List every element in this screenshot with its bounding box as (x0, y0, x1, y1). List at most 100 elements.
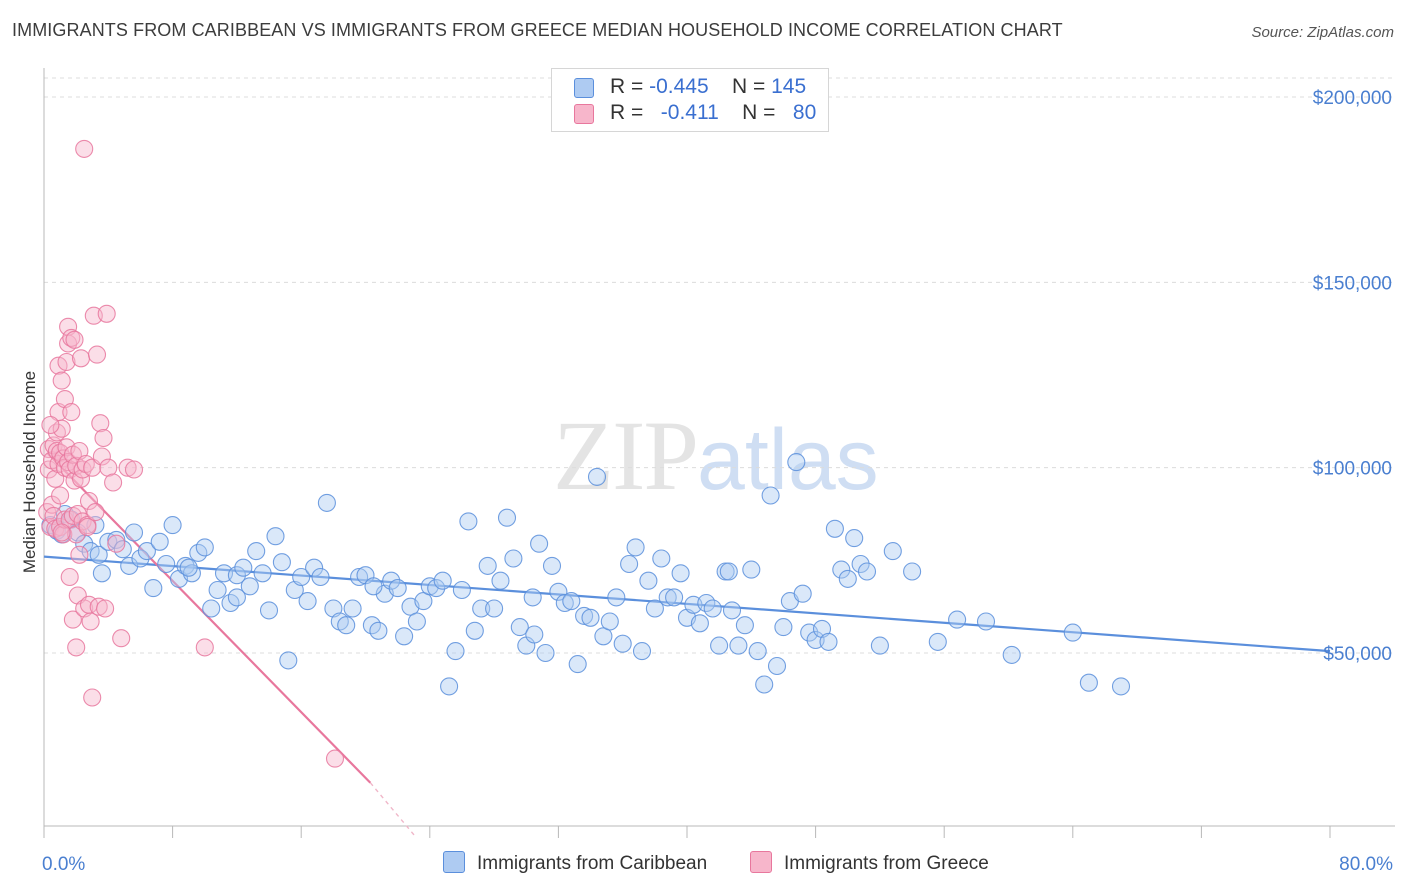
caribbean-point (761, 486, 780, 505)
bottom-legend-caribbean: Immigrants from Caribbean (443, 851, 707, 875)
caribbean-point (247, 542, 266, 561)
caribbean-point (163, 516, 182, 535)
caribbean-point (568, 655, 587, 674)
y-tick-label: $50,000 (1323, 644, 1392, 665)
caribbean-point (652, 549, 671, 568)
bottom-legend-greece: Immigrants from Greece (750, 851, 989, 875)
caribbean-point (549, 582, 568, 601)
caribbean-point (690, 614, 709, 633)
caribbean-point (279, 651, 298, 670)
caribbean-point (369, 621, 388, 640)
caribbean-point (504, 549, 523, 568)
caribbean-point (510, 618, 529, 637)
legend-n-value-greece: 80 (792, 101, 817, 124)
caribbean-point (485, 599, 504, 618)
greece-point (107, 534, 126, 553)
caribbean-point (748, 642, 767, 661)
y-tick-label: $100,000 (1313, 459, 1392, 480)
legend-r-value-greece: -0.411 (660, 101, 719, 124)
caribbean-point (227, 588, 246, 607)
data-points (38, 139, 1131, 768)
caribbean-point (144, 579, 163, 598)
chart-title: IMMIGRANTS FROM CARIBBEAN VS IMMIGRANTS … (12, 20, 1063, 40)
legend-n-value-caribbean: 145 (771, 75, 807, 98)
greece-point (71, 469, 91, 488)
y-axis-title: Median Household Income (20, 371, 39, 573)
legend-swatch-greece (574, 104, 594, 124)
legend-r-value-caribbean: -0.445 (649, 75, 709, 98)
caribbean-point (202, 599, 221, 618)
greece-point (195, 638, 214, 657)
caribbean-point (719, 562, 738, 581)
caribbean-point (407, 612, 426, 631)
legend-r-label: R = (610, 75, 644, 98)
caribbean-point (157, 554, 176, 574)
axes (43, 68, 1395, 838)
caribbean-point (253, 564, 272, 583)
greece-point (71, 349, 91, 368)
greece-point (97, 304, 116, 323)
series-greece (38, 139, 345, 768)
caribbean-point (626, 538, 645, 557)
greece-point (99, 458, 118, 477)
greece-point (52, 523, 71, 542)
bottom-legend-swatch-caribbean (443, 851, 465, 873)
greece-point (96, 599, 115, 618)
caribbean-point (632, 642, 652, 661)
greece-point (70, 545, 89, 564)
greece-point (91, 414, 110, 433)
x-tick-label-max: 80.0% (1339, 854, 1393, 875)
caribbean-point (124, 523, 144, 542)
caribbean-point (581, 608, 600, 627)
correlation-legend: R = -0.445 N = 145 R = -0.411 N = 80 (551, 68, 829, 132)
greece-point (52, 419, 71, 438)
caribbean-point (459, 512, 478, 531)
greece-point (60, 567, 79, 587)
caribbean-point (755, 675, 774, 694)
y-tick-label: $150,000 (1313, 273, 1392, 294)
caribbean-point (311, 567, 330, 587)
greece-point (94, 428, 113, 448)
caribbean-point (382, 571, 401, 590)
caribbean-point (427, 579, 446, 598)
caribbean-point (1002, 645, 1021, 664)
caribbean-point (845, 529, 864, 548)
caribbean-point (137, 542, 156, 561)
greece-point (81, 612, 100, 631)
caribbean-point (234, 558, 253, 577)
caribbean-point (208, 580, 227, 600)
caribbean-point (176, 556, 195, 575)
caribbean-point (465, 621, 484, 640)
caribbean-point (472, 599, 491, 618)
caribbean-point (1063, 623, 1082, 642)
caribbean-point (555, 593, 574, 613)
caribbean-point (182, 564, 201, 583)
caribbean-point (452, 580, 471, 600)
greece-point (104, 473, 123, 492)
trend-line-greece (46, 452, 372, 784)
caribbean-point (525, 625, 544, 644)
caribbean-point (536, 643, 555, 663)
greece-point (79, 491, 99, 511)
caribbean-point (542, 556, 562, 575)
greece-point (83, 688, 102, 707)
greece-point (92, 447, 111, 466)
caribbean-point (819, 632, 838, 651)
greece-point (75, 139, 94, 158)
greece-point (325, 749, 345, 768)
greece-point (65, 330, 84, 349)
caribbean-point (440, 677, 459, 696)
legend-r-label: R = (610, 101, 644, 124)
caribbean-point (317, 493, 336, 512)
caribbean-point (767, 656, 787, 676)
caribbean-point (491, 571, 510, 590)
greece-point (87, 345, 107, 364)
greece-point (112, 629, 131, 648)
trend-line-caribbean (43, 555, 1331, 653)
caribbean-point (179, 558, 198, 577)
caribbean-point (948, 610, 967, 629)
caribbean-point (793, 584, 812, 603)
caribbean-point (587, 467, 607, 486)
caribbean-point (639, 571, 658, 590)
caribbean-point (1079, 673, 1098, 692)
